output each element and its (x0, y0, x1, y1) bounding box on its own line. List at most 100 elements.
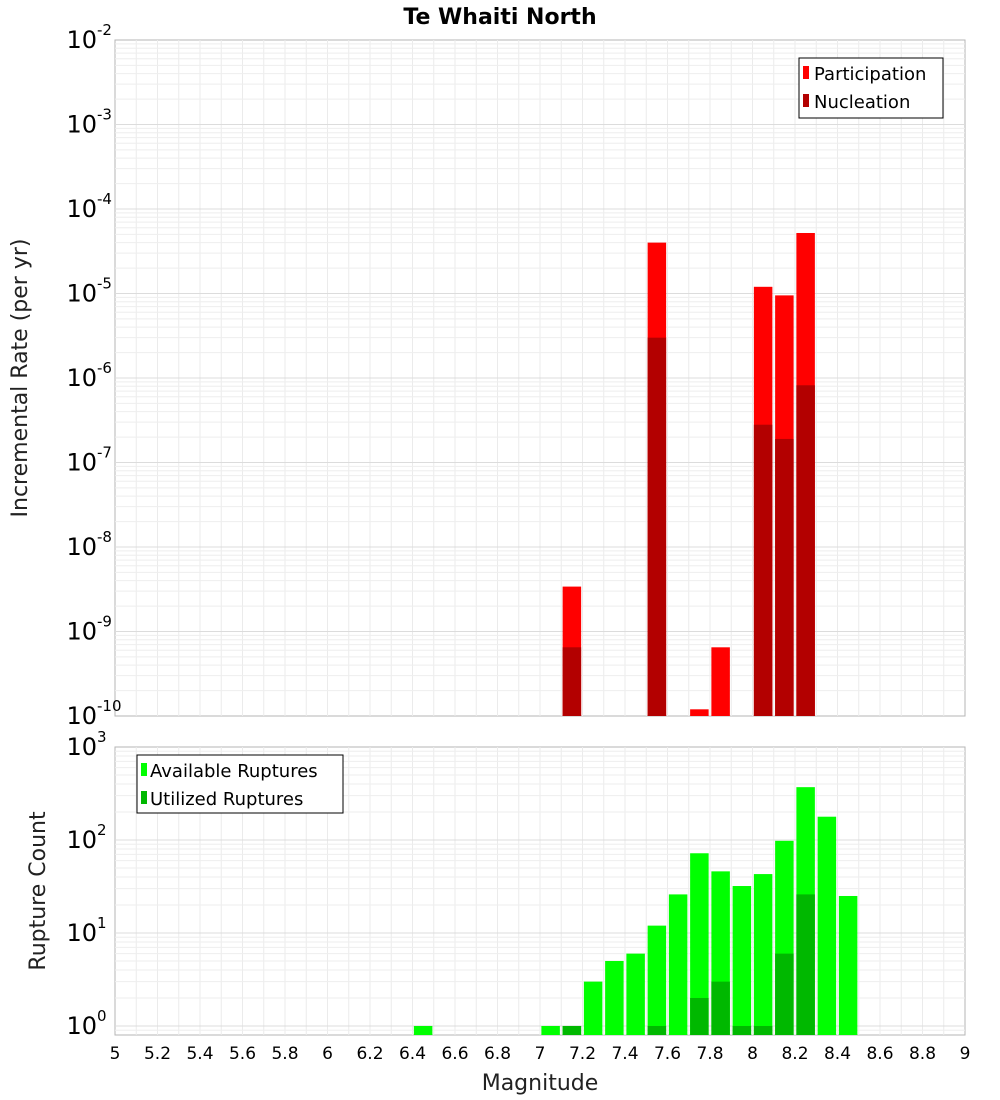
y-tick-label-base: 10 (66, 826, 97, 854)
rates-bars (562, 232, 815, 717)
legend-label-available: Available Ruptures (150, 761, 318, 782)
y-tick-label-base: 10 (66, 26, 97, 54)
legend-swatch-nucleation (803, 94, 809, 107)
counts-legend: Available Ruptures Utilized Ruptures (136, 754, 344, 814)
bar-utilized-ruptures-m7.75 (690, 997, 709, 1035)
x-tick-label: 6.2 (356, 1044, 383, 1064)
bar-available-ruptures-m8.35 (817, 816, 837, 1035)
bar-utilized-ruptures-m7.95 (732, 1025, 752, 1035)
y-tick-label-base: 10 (66, 702, 97, 730)
x-tick-label: 8.2 (781, 1044, 808, 1064)
bar-available-ruptures-m8.45 (838, 895, 858, 1035)
bar-utilized-ruptures-m7.85 (711, 981, 730, 1035)
y-tick-label-exponent: 0 (97, 1007, 107, 1025)
x-tick-label: 5 (110, 1044, 121, 1064)
x-tick-label: 8.6 (866, 1044, 893, 1064)
bar-utilized-ruptures-m8.25 (796, 894, 815, 1035)
y-tick-label-base: 10 (66, 280, 97, 308)
bar-available-ruptures-m7.75 (690, 853, 709, 1035)
x-tick-label: 5.6 (229, 1044, 256, 1064)
bar-nucleation-m7.15 (562, 647, 582, 716)
y-tick-label-exponent: -9 (97, 613, 112, 631)
bar-available-ruptures-m7.55 (647, 925, 667, 1035)
rates-y-axis-label: Incremental Rate (per yr) (8, 239, 33, 518)
legend-swatch-participation (803, 66, 809, 79)
bar-available-ruptures-m7.35 (605, 960, 624, 1035)
y-tick-label-exponent: 3 (97, 728, 107, 746)
x-tick-label: 7.8 (696, 1044, 723, 1064)
rates-legend: Participation Nucleation (798, 57, 944, 119)
x-tick-label: 6.6 (441, 1044, 468, 1064)
x-tick-label: 8.8 (909, 1044, 936, 1064)
y-tick-label-exponent: -4 (97, 190, 112, 208)
x-tick-label: 5.2 (144, 1044, 171, 1064)
x-tick-label: 7.4 (611, 1044, 638, 1064)
y-tick-label-exponent: -6 (97, 359, 112, 377)
x-tick-labels: 5 5.2 5.4 5.6 5.8 6 6.2 6.4 6.6 6.8 7 7.2 7.4 7.6 7.8 8… (110, 1044, 971, 1064)
y-tick-label-base: 10 (66, 1012, 97, 1040)
x-tick-label: 7.6 (654, 1044, 681, 1064)
y-tick-label-exponent: -2 (97, 21, 112, 39)
bar-available-ruptures-m7.95 (732, 886, 752, 1035)
y-tick-label-exponent: -8 (97, 528, 112, 546)
y-tick-label-base: 10 (66, 449, 97, 477)
y-tick-label-base: 10 (66, 364, 97, 392)
y-tick-label-base: 10 (66, 618, 97, 646)
bar-nucleation-m8.25 (796, 385, 815, 716)
x-tick-label: 8 (747, 1044, 758, 1064)
counts-bars (413, 787, 858, 1035)
x-tick-label: 9 (960, 1044, 971, 1064)
legend-label-participation: Participation (814, 64, 926, 85)
bar-utilized-ruptures-m7.15 (562, 1025, 582, 1035)
bar-utilized-ruptures-m7.55 (647, 1025, 667, 1035)
y-tick-label-exponent: 1 (97, 914, 107, 932)
y-tick-label-base: 10 (66, 733, 97, 761)
bar-utilized-ruptures-m8.05 (753, 1025, 773, 1035)
bar-available-ruptures-m7.05 (541, 1025, 560, 1035)
bar-nucleation-m8.15 (775, 438, 794, 716)
bar-available-ruptures-m8.05 (753, 874, 773, 1035)
y-tick-label-exponent: -10 (97, 697, 122, 715)
bar-available-ruptures-m6.45 (413, 1025, 433, 1035)
x-tick-label: 6.4 (399, 1044, 426, 1064)
x-tick-label: 7.2 (569, 1044, 596, 1064)
legend-label-utilized: Utilized Ruptures (150, 789, 303, 810)
counts-legend-box (136, 754, 344, 814)
x-tick-label: 5.4 (186, 1044, 213, 1064)
legend-swatch-utilized (141, 791, 147, 804)
rates-gridlines (115, 40, 965, 716)
x-tick-label: 6 (322, 1044, 333, 1064)
y-tick-label-base: 10 (66, 195, 97, 223)
bar-available-ruptures-m7.45 (626, 953, 645, 1035)
bar-available-ruptures-m7.65 (668, 894, 688, 1035)
y-tick-label-base: 10 (66, 919, 97, 947)
bar-utilized-ruptures-m8.15 (775, 953, 794, 1035)
bar-available-ruptures-m7.25 (583, 981, 603, 1035)
bar-nucleation-m7.55 (647, 337, 667, 716)
x-tick-label: 8.4 (824, 1044, 851, 1064)
y-tick-label-base: 10 (66, 111, 97, 139)
y-tick-label-exponent: -5 (97, 275, 112, 293)
x-axis-label: Magnitude (482, 1071, 599, 1096)
y-tick-label-base: 10 (66, 533, 97, 561)
bar-participation-m7.85 (711, 647, 730, 716)
y-tick-label-exponent: -7 (97, 444, 112, 462)
y-tick-label-exponent: -3 (97, 106, 112, 124)
rates-legend-box (798, 57, 944, 119)
legend-label-nucleation: Nucleation (814, 92, 910, 113)
y-tick-label-exponent: 2 (97, 821, 107, 839)
bar-nucleation-m8.05 (753, 424, 773, 716)
x-tick-label: 7 (535, 1044, 546, 1064)
x-tick-label: 6.8 (484, 1044, 511, 1064)
counts-y-axis-label: Rupture Count (26, 811, 51, 971)
legend-swatch-available (141, 763, 147, 776)
x-tick-label: 5.8 (271, 1044, 298, 1064)
bar-participation-m7.75 (690, 709, 709, 716)
chart-title: Te Whaiti North (403, 5, 596, 30)
